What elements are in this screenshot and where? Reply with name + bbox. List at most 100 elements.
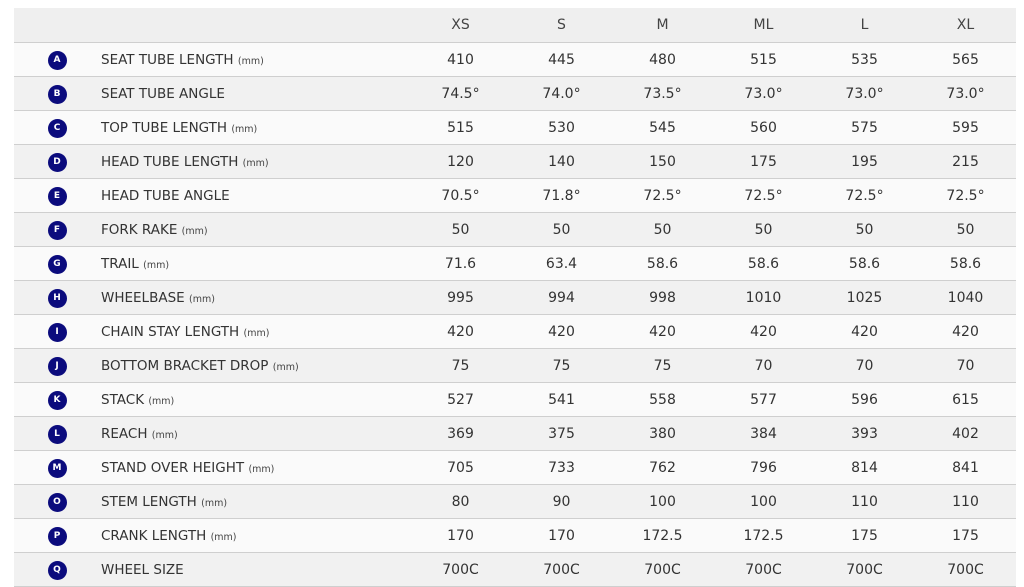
- measurement-label: BOTTOM BRACKET DROP (mm): [100, 348, 410, 383]
- measurement-unit: (mm): [151, 429, 178, 441]
- value-cell: 480: [612, 42, 713, 77]
- value-cell: 575: [814, 110, 915, 145]
- value-cell: 558: [612, 382, 713, 417]
- value-cell: 700C: [915, 552, 1016, 587]
- value-cell: 420: [511, 314, 612, 349]
- value-cell: 73.5°: [612, 76, 713, 111]
- header-blank: [14, 8, 100, 43]
- measurement-name: TRAIL: [101, 255, 139, 272]
- value-cell: 595: [915, 110, 1016, 145]
- measurement-badge: I: [47, 322, 67, 342]
- value-cell: 700C: [713, 552, 814, 587]
- value-cell: 402: [915, 416, 1016, 451]
- measurement-name: WHEELBASE: [101, 289, 185, 306]
- measurement-unit: (mm): [237, 55, 264, 67]
- table-row: G TRAIL (mm) 71.6 63.4 58.6 58.6 58.6 58.6: [14, 246, 1016, 281]
- value-cell: 380: [612, 416, 713, 451]
- value-cell: 175: [713, 144, 814, 179]
- value-cell: 75: [410, 348, 511, 383]
- measurement-unit: (mm): [188, 293, 215, 305]
- measurement-badge: H: [47, 288, 67, 308]
- measurement-unit: (mm): [248, 463, 275, 475]
- measurement-badge: K: [47, 390, 67, 410]
- value-cell: 527: [410, 382, 511, 417]
- value-cell: 1010: [713, 280, 814, 315]
- badge-cell: P: [14, 518, 100, 553]
- table-row: B SEAT TUBE ANGLE 74.5° 74.0° 73.5° 73.0° 73.0…: [14, 76, 1016, 111]
- measurement-name: BOTTOM BRACKET DROP: [101, 357, 269, 374]
- table-row: F FORK RAKE (mm) 50 50 50 50 50 50: [14, 212, 1016, 247]
- measurement-name: CRANK LENGTH: [101, 527, 207, 544]
- value-cell: 596: [814, 382, 915, 417]
- value-cell: 995: [410, 280, 511, 315]
- value-cell: 72.5°: [713, 178, 814, 213]
- measurement-label: WHEEL SIZE: [100, 552, 410, 587]
- value-cell: 50: [511, 212, 612, 247]
- value-cell: 50: [915, 212, 1016, 247]
- table-row: P CRANK LENGTH (mm) 170 170 172.5 172.5 175 175: [14, 518, 1016, 553]
- measurement-badge: M: [47, 458, 67, 478]
- measurement-unit: (mm): [231, 123, 258, 135]
- value-cell: 994: [511, 280, 612, 315]
- value-cell: 100: [612, 484, 713, 519]
- value-cell: 50: [814, 212, 915, 247]
- value-cell: 369: [410, 416, 511, 451]
- value-cell: 1040: [915, 280, 1016, 315]
- value-cell: 172.5: [612, 518, 713, 553]
- measurement-name: FORK RAKE: [101, 221, 178, 238]
- value-cell: 535: [814, 42, 915, 77]
- table-row: E HEAD TUBE ANGLE 70.5° 71.8° 72.5° 72.5° 72.5…: [14, 178, 1016, 213]
- value-cell: 50: [713, 212, 814, 247]
- measurement-unit: (mm): [272, 361, 299, 373]
- value-cell: 705: [410, 450, 511, 485]
- measurement-unit: (mm): [210, 531, 237, 543]
- value-cell: 140: [511, 144, 612, 179]
- value-cell: 72.5°: [915, 178, 1016, 213]
- value-cell: 420: [814, 314, 915, 349]
- measurement-badge: G: [47, 254, 67, 274]
- table-row: H WHEELBASE (mm) 995 994 998 1010 1025 1040: [14, 280, 1016, 315]
- value-cell: 175: [814, 518, 915, 553]
- size-header-ml: ML: [713, 8, 814, 43]
- value-cell: 615: [915, 382, 1016, 417]
- measurement-label: FORK RAKE (mm): [100, 212, 410, 247]
- measurement-name: SEAT TUBE LENGTH: [101, 51, 234, 68]
- value-cell: 560: [713, 110, 814, 145]
- value-cell: 215: [915, 144, 1016, 179]
- value-cell: 814: [814, 450, 915, 485]
- badge-cell: C: [14, 110, 100, 145]
- table-row: J BOTTOM BRACKET DROP (mm) 75 75 75 70 70 70: [14, 348, 1016, 383]
- measurement-unit: (mm): [242, 157, 269, 169]
- badge-cell: H: [14, 280, 100, 315]
- measurement-label: TRAIL (mm): [100, 246, 410, 281]
- size-header-m: M: [612, 8, 713, 43]
- badge-cell: B: [14, 76, 100, 111]
- value-cell: 73.0°: [814, 76, 915, 111]
- badge-cell: J: [14, 348, 100, 383]
- value-cell: 541: [511, 382, 612, 417]
- value-cell: 50: [410, 212, 511, 247]
- measurement-label: TOP TUBE LENGTH (mm): [100, 110, 410, 145]
- value-cell: 170: [511, 518, 612, 553]
- measurement-label: SEAT TUBE ANGLE: [100, 76, 410, 111]
- value-cell: 70: [713, 348, 814, 383]
- value-cell: 998: [612, 280, 713, 315]
- measurement-name: SEAT TUBE ANGLE: [101, 85, 225, 102]
- value-cell: 72.5°: [612, 178, 713, 213]
- measurement-unit: (mm): [143, 259, 170, 271]
- value-cell: 410: [410, 42, 511, 77]
- badge-cell: A: [14, 42, 100, 77]
- value-cell: 420: [612, 314, 713, 349]
- value-cell: 90: [511, 484, 612, 519]
- measurement-unit: (mm): [243, 327, 270, 339]
- size-header-xl: XL: [915, 8, 1016, 43]
- size-header-row: XS S M ML L XL: [14, 8, 1016, 43]
- value-cell: 73.0°: [915, 76, 1016, 111]
- value-cell: 515: [410, 110, 511, 145]
- value-cell: 150: [612, 144, 713, 179]
- value-cell: 70: [915, 348, 1016, 383]
- value-cell: 700C: [511, 552, 612, 587]
- value-cell: 375: [511, 416, 612, 451]
- measurement-badge: B: [47, 84, 67, 104]
- value-cell: 74.5°: [410, 76, 511, 111]
